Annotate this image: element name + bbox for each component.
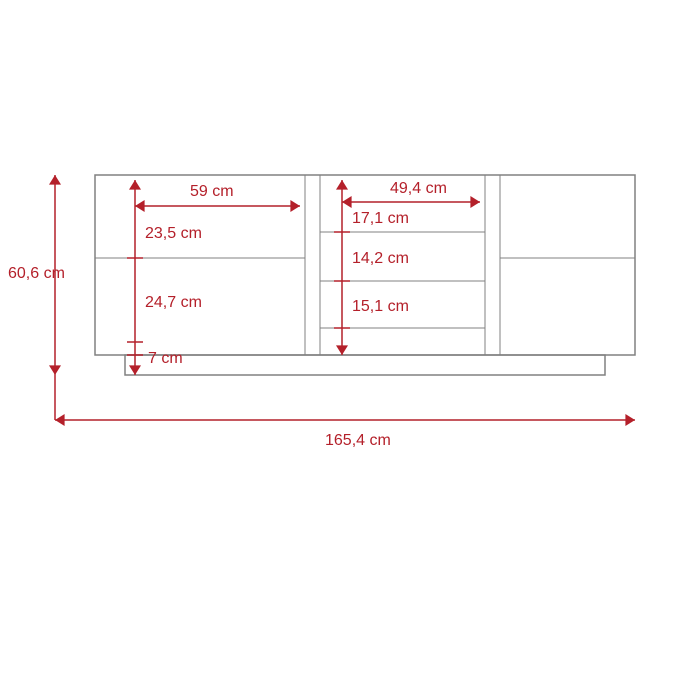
label-total-height: 60,6 cm xyxy=(8,265,65,283)
dimension-diagram xyxy=(0,0,700,700)
label-gap-h: 7 cm xyxy=(148,350,183,368)
label-col2-width: 49,4 cm xyxy=(390,180,447,198)
label-total-width: 165,4 cm xyxy=(325,432,391,450)
label-col1-width: 59 cm xyxy=(190,183,234,201)
label-mid1-h: 17,1 cm xyxy=(352,210,409,228)
label-row2-h: 24,7 cm xyxy=(145,294,202,312)
label-row1-h: 23,5 cm xyxy=(145,225,202,243)
label-mid3-h: 15,1 cm xyxy=(352,298,409,316)
label-mid2-h: 14,2 cm xyxy=(352,250,409,268)
